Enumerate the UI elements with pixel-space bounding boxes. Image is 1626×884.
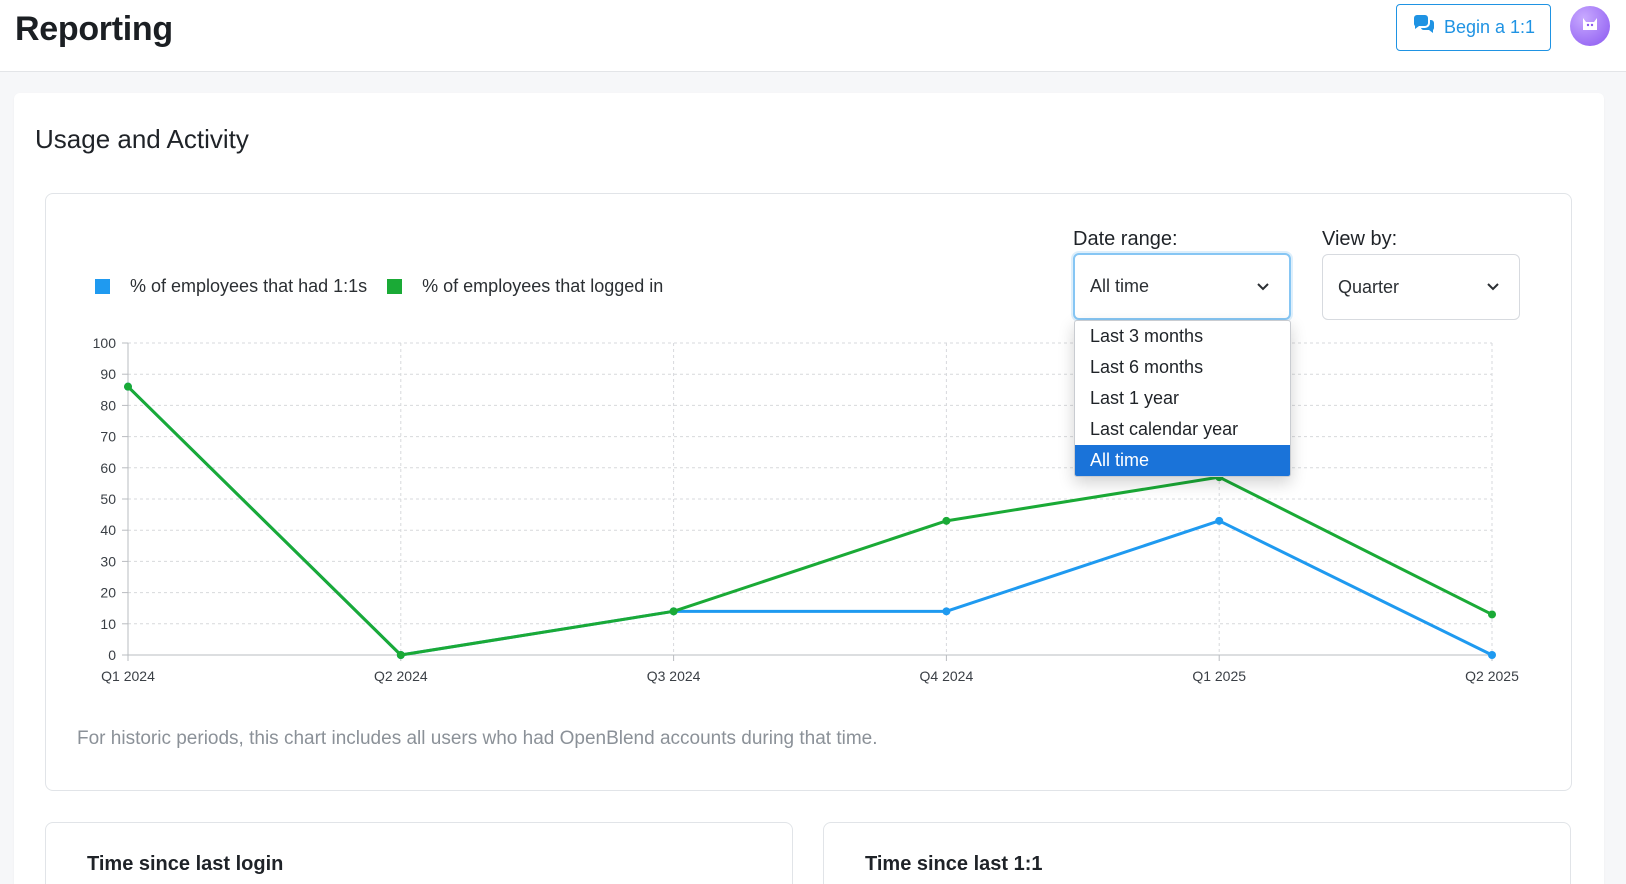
series-line-1	[126, 385, 1493, 657]
line-chart: 0 10 20 30 40 50 60 70 80 90 100 Q1 2024 Q2 2024 Q3 2…	[93, 335, 1519, 684]
data-point	[1488, 651, 1496, 659]
dropdown-option-selected[interactable]: All time	[1075, 445, 1290, 476]
legend-label: % of employees that logged in	[422, 276, 664, 296]
chevron-down-icon	[1255, 279, 1271, 300]
y-tick-label: 10	[100, 616, 116, 632]
chevron-down-icon	[1485, 279, 1501, 300]
begin-button-label: Begin a 1:1	[1443, 17, 1536, 37]
date-range-label: Date range:	[1073, 228, 1178, 250]
last-login-card	[45, 822, 793, 884]
y-tick-label: 40	[100, 522, 116, 538]
legend-item-logged-in[interactable]: % of employees that logged in	[387, 276, 663, 297]
y-tick-label: 100	[93, 335, 117, 351]
last-one-on-one-card	[823, 822, 1571, 884]
section-title: Usage and Activity	[35, 124, 249, 154]
top-bar: Reporting Begin a 1:1	[0, 0, 1626, 72]
y-tick-label: 20	[100, 585, 116, 601]
chart-legend: % of employees that had 1:1s % of employ…	[95, 276, 683, 297]
x-tick-label: Q4 2024	[920, 668, 974, 684]
x-tick-label: Q2 2025	[1465, 668, 1519, 684]
data-point	[124, 382, 132, 391]
dropdown-option[interactable]: Last calendar year	[1090, 419, 1239, 439]
x-tick-label: Q3 2024	[647, 668, 701, 684]
view-by-select[interactable]: Quarter	[1322, 254, 1520, 320]
date-range-select[interactable]: All time	[1073, 253, 1291, 320]
date-range-dropdown: Last 3 months Last 6 months Last 1 year …	[1074, 320, 1291, 477]
y-tick-label: 70	[100, 429, 116, 445]
dropdown-option[interactable]: Last 6 months	[1090, 357, 1204, 377]
chart-footnote: For historic periods, this chart include…	[77, 728, 878, 749]
y-tick-label: 60	[100, 460, 116, 476]
avatar[interactable]	[1570, 6, 1610, 46]
data-point	[942, 516, 951, 525]
dropdown-option[interactable]: Last 1 year	[1090, 388, 1180, 408]
page-title: Reporting	[15, 10, 173, 48]
x-tick-label: Q1 2024	[101, 668, 155, 684]
data-point	[942, 607, 951, 616]
y-tick-label: 0	[108, 647, 116, 663]
x-tick-label: Q1 2025	[1192, 668, 1246, 684]
legend-swatch-green	[387, 279, 403, 294]
data-point	[1488, 610, 1496, 619]
view-by-value: Quarter	[1338, 276, 1400, 297]
dropdown-option[interactable]: Last 3 months	[1090, 326, 1204, 346]
data-point	[1215, 516, 1224, 525]
data-point	[669, 607, 678, 616]
y-tick-label: 90	[100, 366, 116, 382]
y-tick-label: 50	[100, 491, 116, 507]
data-point	[396, 651, 405, 659]
legend-swatch-blue	[95, 279, 110, 294]
legend-item-one-on-ones[interactable]: % of employees that had 1:1s	[95, 276, 367, 297]
last-one-on-one-title: Time since last 1:1	[865, 853, 1043, 875]
x-tick-label: Q2 2024	[374, 668, 428, 684]
chat-bubbles-icon	[1412, 15, 1436, 40]
cat-avatar-icon	[1578, 12, 1602, 41]
y-tick-label: 30	[100, 553, 116, 569]
legend-label: % of employees that had 1:1s	[130, 276, 368, 296]
last-login-title: Time since last login	[87, 853, 284, 875]
chart-panel	[45, 193, 1572, 791]
begin-one-on-one-button[interactable]: Begin a 1:1	[1396, 4, 1551, 51]
date-range-value: All time	[1090, 276, 1150, 296]
view-by-label: View by:	[1322, 228, 1398, 250]
y-tick-label: 80	[100, 397, 116, 413]
